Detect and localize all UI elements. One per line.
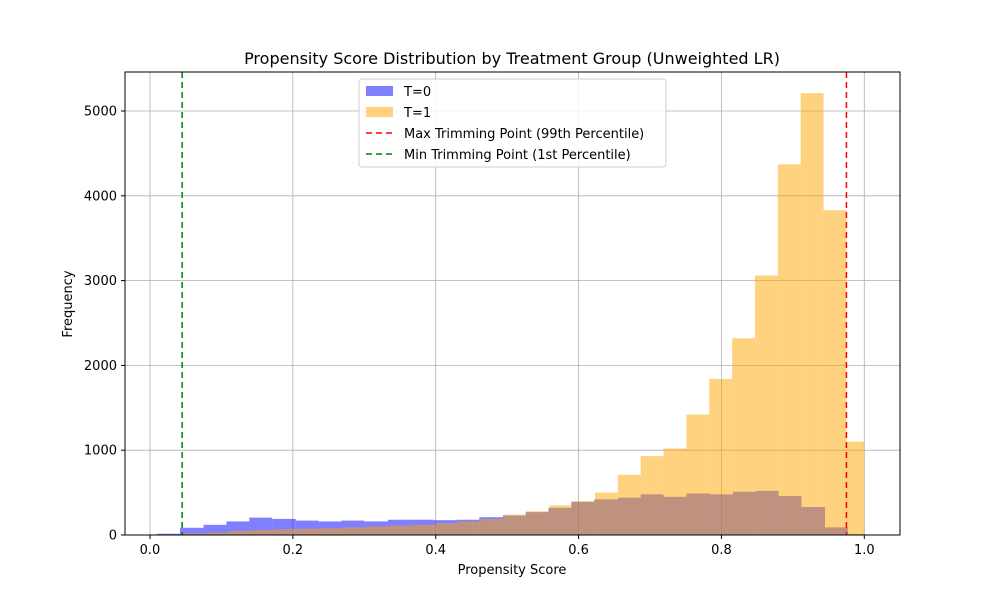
histogram-bar-t1 [320, 528, 344, 535]
histogram-bar-t1 [572, 501, 595, 535]
legend-box [358, 78, 667, 168]
legend: T=0 T=1 Max Trimming Point (99th Percentil… [358, 78, 667, 168]
histogram-bar-t1 [229, 530, 253, 535]
histogram-bar-t1 [366, 526, 390, 535]
histogram-bar-t1 [823, 210, 847, 535]
histogram-bar-t1 [389, 525, 413, 535]
histogram-bar-t1 [663, 448, 687, 535]
histogram-bar-t1 [549, 505, 573, 535]
legend-swatch [366, 86, 393, 96]
histogram-bar-t1 [412, 524, 435, 535]
histogram-bar-t1 [275, 529, 298, 535]
y-tick-label: 0 [109, 529, 117, 544]
bars [157, 93, 865, 535]
y-tick-label: 3000 [84, 274, 117, 289]
x-tick-label: 0.4 [425, 543, 446, 558]
x-axis-label: Propensity Score [458, 563, 567, 578]
histogram-bar-t1 [252, 529, 275, 535]
y-tick-label: 1000 [84, 444, 117, 459]
histogram-bar-t0 [203, 524, 227, 535]
x-tick-label: 0.0 [140, 543, 161, 558]
histogram-bar-t1 [686, 414, 710, 535]
x-tick-label: 0.8 [711, 543, 732, 558]
histogram-bar-t1 [777, 164, 801, 535]
histogram-bar-t0 [157, 533, 180, 535]
legend-label: T=1 [403, 106, 431, 121]
legend-label: T=0 [403, 85, 431, 100]
histogram-bar-t1 [343, 527, 367, 535]
y-axis-label: Frequency [61, 270, 76, 337]
y-tick-label: 2000 [84, 359, 117, 374]
legend-label: Max Trimming Point (99th Percentile) [404, 127, 644, 142]
x-tick-label: 0.2 [283, 543, 304, 558]
y-tick-label: 4000 [84, 189, 117, 204]
plot-frame [124, 71, 901, 536]
trimming-lines [181, 72, 848, 535]
y-tick-label: 5000 [84, 105, 117, 120]
histogram-bar-t1 [709, 378, 733, 535]
histogram-bar-t1 [480, 518, 504, 535]
histogram-bar-t1 [297, 528, 321, 535]
legend-swatch [366, 107, 393, 117]
x-tick-label: 1.0 [854, 543, 875, 558]
x-tick-label: 0.6 [568, 543, 589, 558]
histogram-bar-t1 [732, 338, 755, 535]
histogram-bar-t1 [755, 275, 778, 535]
histogram-bar-t1 [435, 523, 458, 535]
histogram-bar-t0 [180, 527, 204, 535]
histogram-bar-t1 [206, 532, 230, 535]
histogram-bar-t1 [595, 492, 618, 535]
histogram-bar-t1 [846, 441, 865, 535]
histogram-bar-t1 [457, 521, 481, 535]
histogram-bar-t1 [503, 514, 527, 535]
histogram-bar-t1 [183, 533, 207, 535]
histogram-bar-t1 [800, 93, 824, 535]
histogram-bar-t1 [526, 511, 550, 535]
histogram-bar-t1 [640, 456, 664, 535]
legend-label: Min Trimming Point (1st Percentile) [404, 148, 631, 163]
chart-title: Propensity Score Distribution by Treatme… [244, 49, 780, 68]
histogram-bar-t1 [617, 474, 641, 535]
axis-ticks: 0.0 0.2 0.4 0.6 0.8 1.0 0 1000 2000 3000 4000 5000 [84, 105, 875, 558]
